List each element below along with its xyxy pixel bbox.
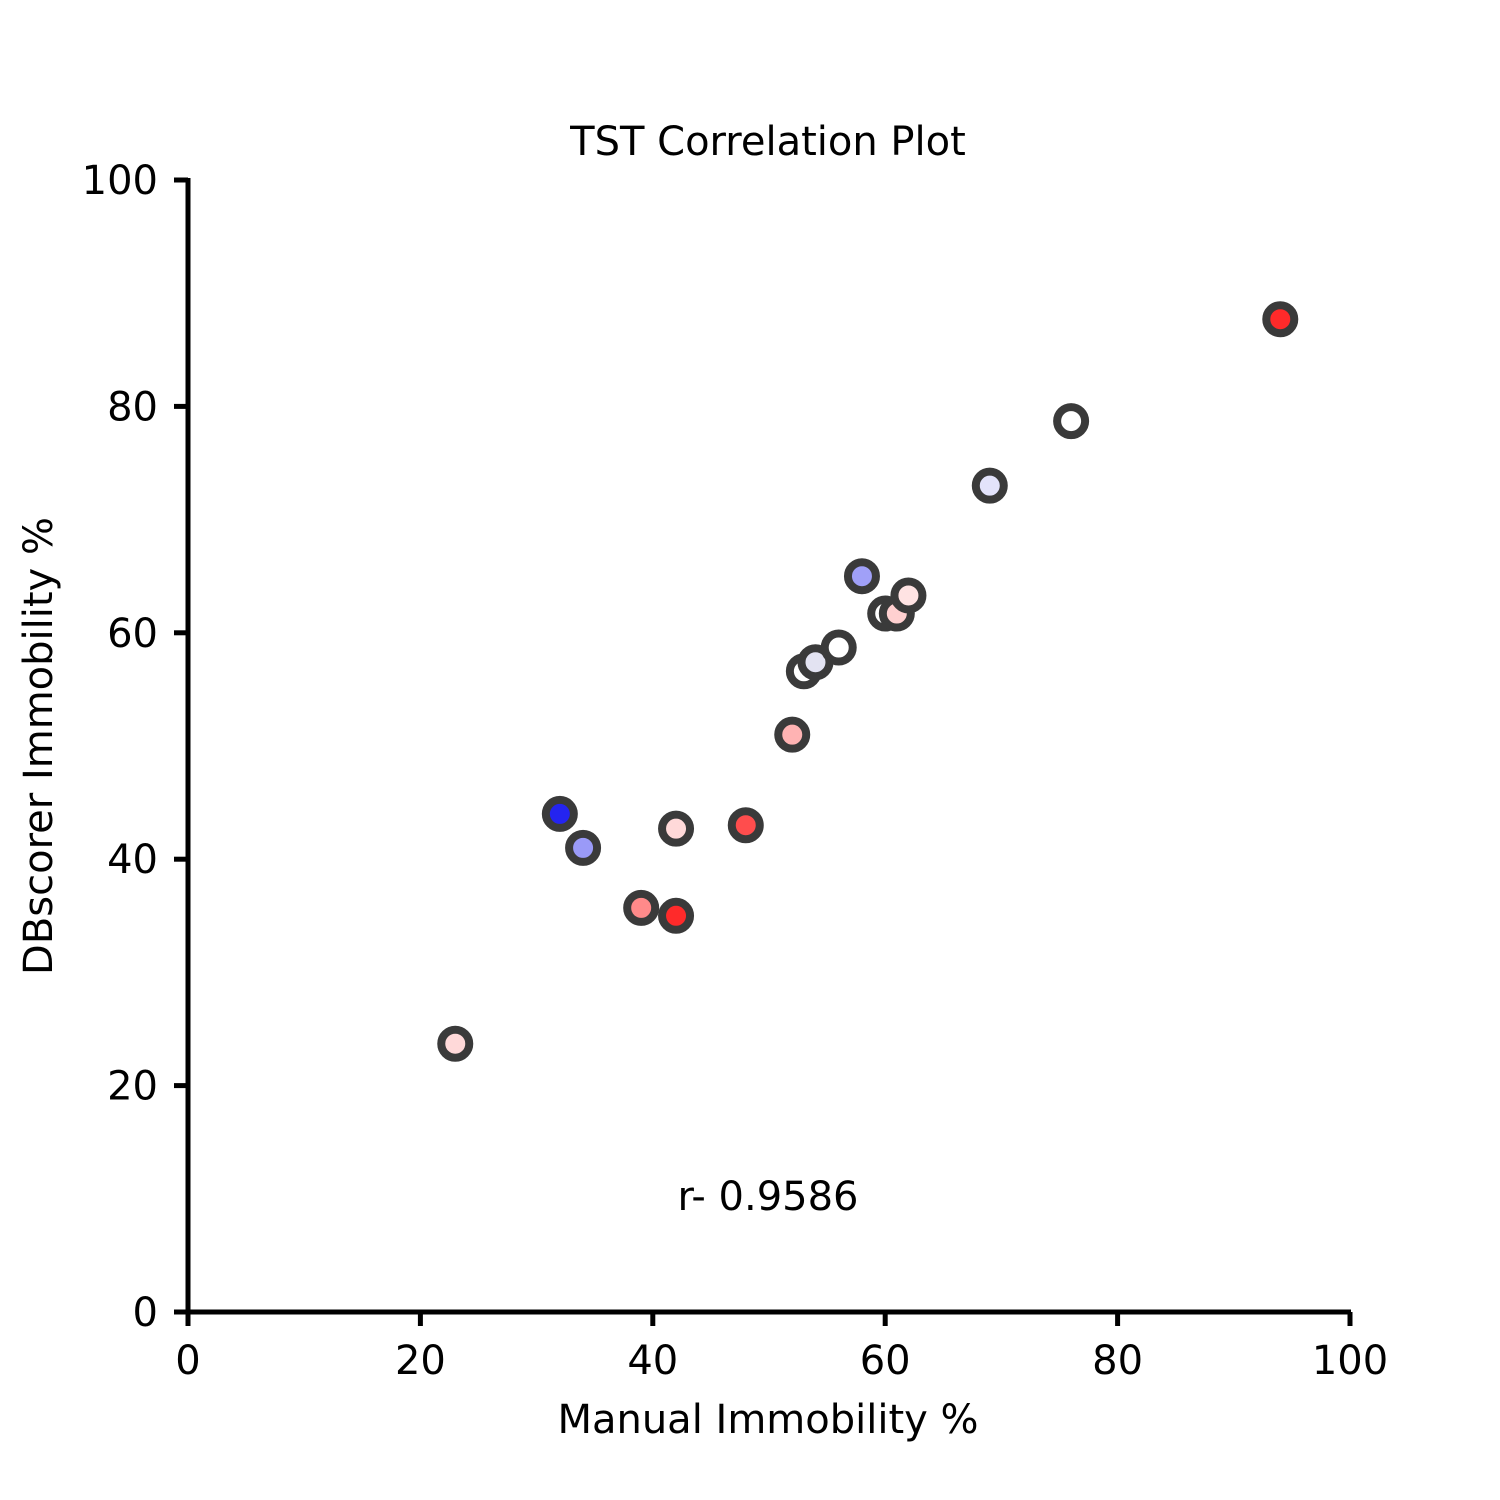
data-point	[437, 1025, 474, 1062]
y-axis-ticks: 0 20 40 60 80 100	[82, 158, 188, 1336]
x-tick-label: 40	[627, 1338, 678, 1384]
data-point	[623, 889, 660, 926]
y-tick-label: 0	[133, 1290, 158, 1336]
y-tick-label: 100	[82, 158, 158, 204]
data-point	[565, 829, 602, 866]
y-axis-label: DBscorer Immobility %	[16, 517, 62, 975]
x-axis-ticks: 0 20 40 60 80 100	[175, 1312, 1388, 1384]
x-tick-label: 100	[1312, 1338, 1388, 1384]
y-tick-label: 80	[107, 384, 158, 430]
data-point	[1262, 301, 1299, 338]
data-point	[658, 810, 695, 847]
data-point	[727, 807, 764, 844]
x-tick-label: 60	[860, 1338, 911, 1384]
data-point	[971, 467, 1008, 504]
x-tick-label: 80	[1092, 1338, 1143, 1384]
y-tick-label: 60	[107, 611, 158, 657]
data-point	[890, 577, 927, 614]
y-tick-label: 20	[107, 1064, 158, 1110]
points-layer	[437, 301, 1299, 1062]
y-tick-label: 40	[107, 837, 158, 883]
data-point	[658, 897, 695, 934]
x-axis-label: Manual Immobility %	[557, 1397, 978, 1443]
data-point	[541, 795, 578, 832]
correlation-annotation: r- 0.9586	[678, 1174, 859, 1220]
data-point	[843, 558, 880, 595]
x-tick-label: 0	[175, 1338, 200, 1384]
data-point	[774, 716, 811, 753]
data-point	[820, 629, 857, 666]
chart-title: TST Correlation Plot	[569, 119, 966, 165]
data-point	[1053, 403, 1090, 440]
x-tick-label: 20	[395, 1338, 446, 1384]
